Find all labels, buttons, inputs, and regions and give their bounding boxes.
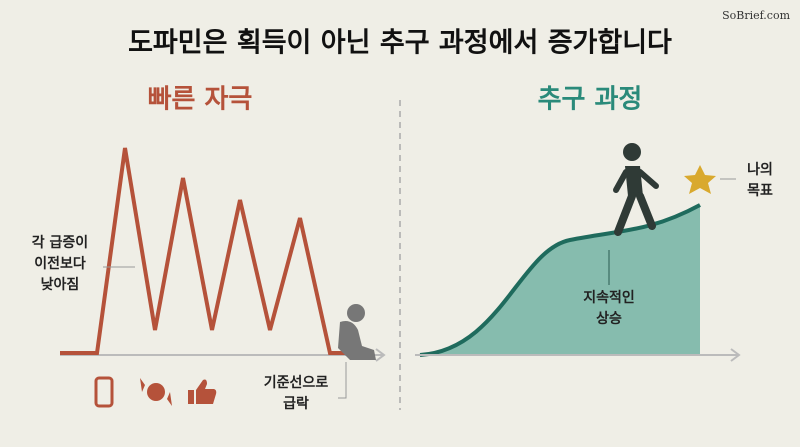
- goal-line: 나의: [747, 161, 773, 178]
- candy-icon: [140, 378, 172, 406]
- title: 도파민은 획득이 아닌 추구 과정에서 증가합니다: [128, 28, 672, 59]
- sitting-person: [338, 304, 376, 360]
- walking-person: [613, 143, 659, 236]
- baseline-note-line: 기준선으로: [264, 375, 329, 391]
- rise-area: [420, 205, 700, 355]
- annotation-line: 낮아짐: [41, 276, 80, 293]
- spike-line: [60, 147, 360, 355]
- left-title: 빠른 자극: [148, 85, 253, 115]
- goal-star: [684, 165, 716, 194]
- goal-line: 목표: [747, 183, 773, 199]
- rise-line-text: 상승: [596, 311, 622, 327]
- baseline-pointer: [338, 362, 347, 399]
- baseline-note-line: 급락: [283, 396, 309, 412]
- annotation-line: 각 급증이: [32, 234, 88, 251]
- watermark: SoBrief.com: [722, 9, 790, 22]
- phone-icon: [94, 376, 114, 408]
- right-title: 추구 과정: [538, 85, 643, 115]
- left-axis-arrow: [375, 348, 386, 362]
- right-axis-arrow: [730, 348, 741, 362]
- thumbs-up-icon: [188, 379, 217, 404]
- annotation-line: 이전보다: [34, 255, 86, 272]
- rise-line-text: 지속적인: [583, 289, 635, 306]
